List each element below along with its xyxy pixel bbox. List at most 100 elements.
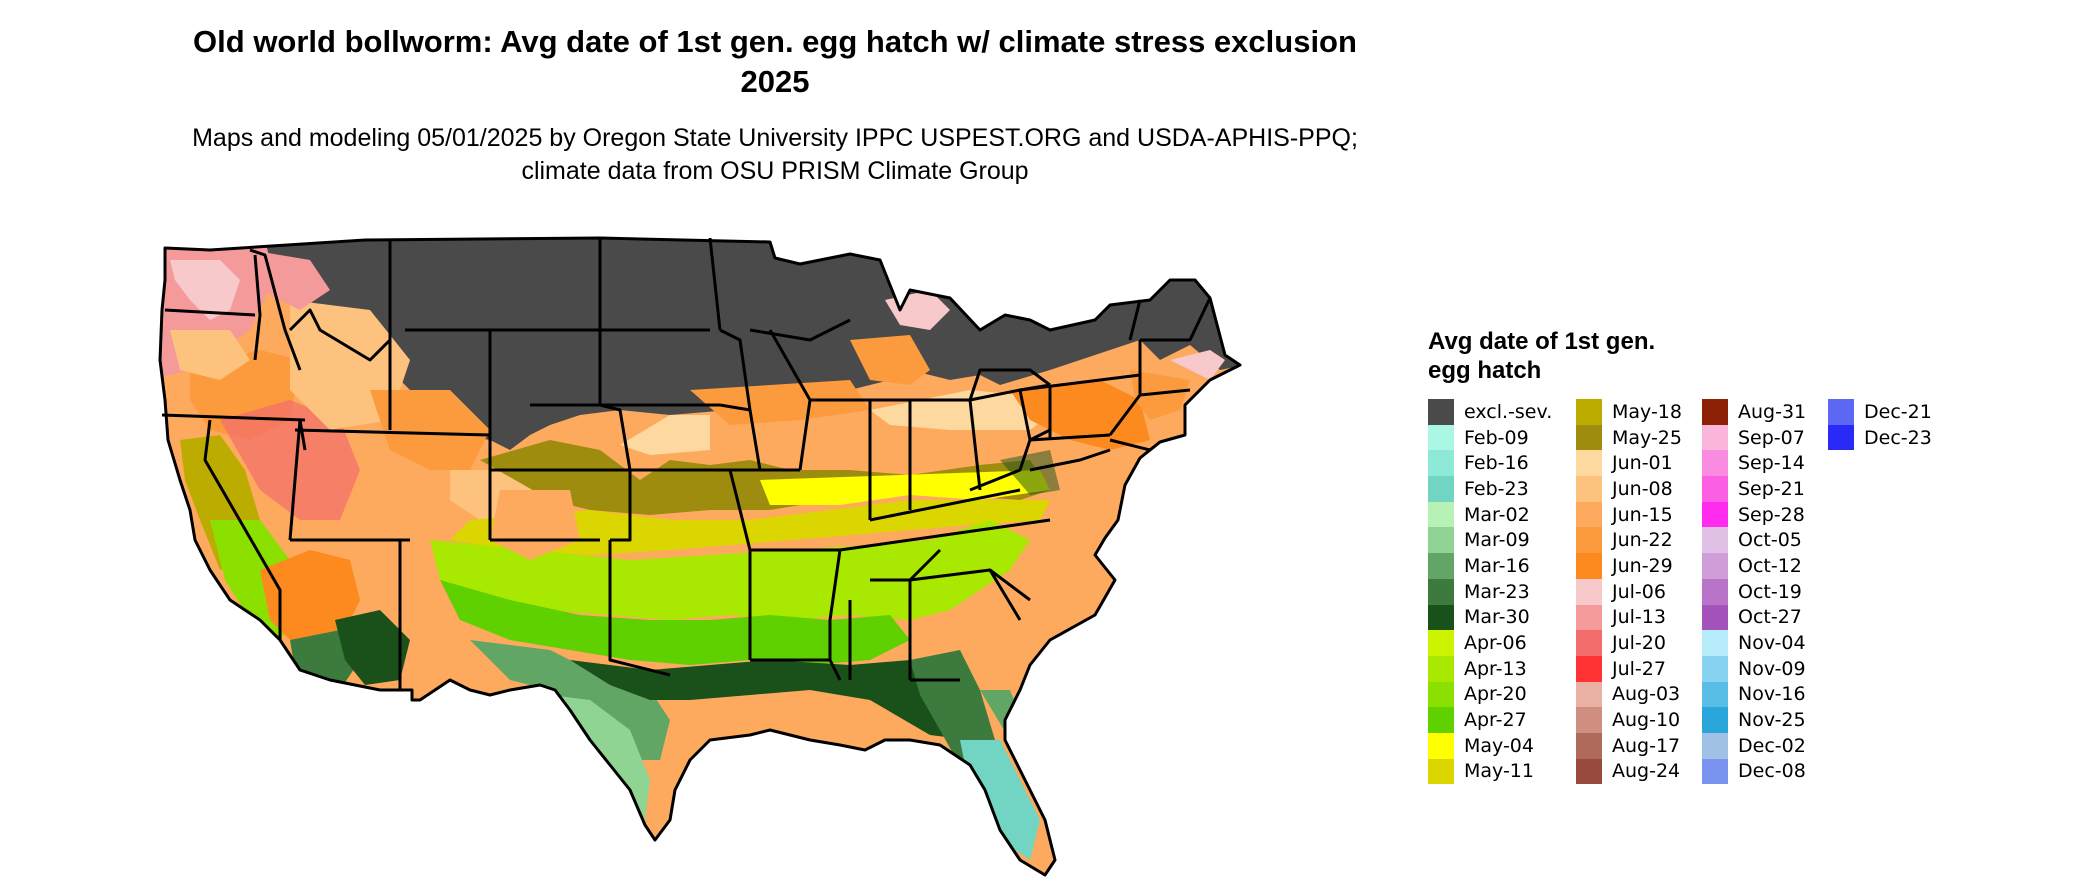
legend-swatch xyxy=(1428,553,1454,579)
legend-item: Mar-30 xyxy=(1428,604,1576,631)
state-borders xyxy=(158,236,1242,877)
legend-swatch xyxy=(1702,758,1728,785)
legend-label: Aug-10 xyxy=(1612,709,1681,732)
legend-label: Sep-28 xyxy=(1738,503,1805,526)
legend-item: Jun-22 xyxy=(1576,527,1702,554)
legend-label: excl.-sev. xyxy=(1464,400,1553,423)
legend-swatch xyxy=(1428,527,1454,554)
legend-swatch xyxy=(1828,424,1854,451)
legend-label: Feb-09 xyxy=(1464,426,1529,449)
legend-item: Sep-28 xyxy=(1702,501,1828,528)
legend-entries: excl.-sev. Feb-09 Feb-16 Feb-23 Mar-02 Mar-09… xyxy=(1428,399,2068,785)
legend-swatch xyxy=(1428,399,1454,425)
legend-swatch xyxy=(1702,681,1728,708)
legend-item: Feb-09 xyxy=(1428,424,1576,451)
legend-label: Aug-31 xyxy=(1738,400,1807,423)
legend-label: Sep-14 xyxy=(1738,452,1805,475)
legend-label: Mar-02 xyxy=(1464,503,1530,526)
legend-item: Apr-13 xyxy=(1428,655,1576,682)
legend-item: Jul-27 xyxy=(1576,655,1702,682)
legend-label: Dec-23 xyxy=(1864,426,1932,449)
map-header: Old world bollworm: Avg date of 1st gen.… xyxy=(170,22,1380,188)
legend-item: Dec-02 xyxy=(1702,732,1828,759)
legend-swatch xyxy=(1576,450,1602,477)
legend-item: Oct-27 xyxy=(1702,604,1828,631)
legend-item: Apr-27 xyxy=(1428,707,1576,733)
legend-item: Jun-01 xyxy=(1576,450,1702,477)
legend-label: Mar-30 xyxy=(1464,606,1530,629)
legend-label: Jul-13 xyxy=(1612,606,1666,629)
legend-label: Oct-27 xyxy=(1738,606,1802,629)
legend-label: Sep-21 xyxy=(1738,477,1805,500)
legend-swatch xyxy=(1576,707,1602,733)
legend-item: Aug-10 xyxy=(1576,707,1702,733)
legend-item: Sep-14 xyxy=(1702,450,1828,477)
legend-item: Apr-20 xyxy=(1428,681,1576,708)
legend-label: Apr-27 xyxy=(1464,709,1527,732)
legend-label: Dec-21 xyxy=(1864,400,1932,423)
legend-item: Nov-16 xyxy=(1702,681,1828,708)
us-map-svg xyxy=(158,236,1242,877)
legend-swatch xyxy=(1428,655,1454,682)
legend-swatch xyxy=(1702,527,1728,554)
legend-label: Oct-19 xyxy=(1738,580,1802,603)
legend-item: Mar-09 xyxy=(1428,527,1576,554)
legend-item: Dec-08 xyxy=(1702,758,1828,785)
legend-item: Oct-05 xyxy=(1702,527,1828,554)
legend-item: Mar-16 xyxy=(1428,553,1576,579)
legend-label: May-18 xyxy=(1612,400,1682,423)
legend-label: Jun-01 xyxy=(1612,452,1673,475)
legend-item: Nov-25 xyxy=(1702,707,1828,733)
legend-item: Aug-31 xyxy=(1702,399,1828,425)
legend-swatch xyxy=(1428,450,1454,477)
legend-item: Aug-03 xyxy=(1576,681,1702,708)
legend-swatch xyxy=(1576,424,1602,451)
legend-item: Nov-09 xyxy=(1702,655,1828,682)
legend-swatch xyxy=(1428,501,1454,528)
legend-swatch xyxy=(1702,399,1728,425)
legend-swatch xyxy=(1576,578,1602,605)
legend-label: Jun-08 xyxy=(1612,477,1673,500)
legend-item: Oct-12 xyxy=(1702,553,1828,579)
legend-swatch xyxy=(1576,604,1602,631)
legend-item: Aug-24 xyxy=(1576,758,1702,785)
legend-label: Sep-07 xyxy=(1738,426,1805,449)
legend-label: Feb-16 xyxy=(1464,452,1529,475)
legend-item: Feb-23 xyxy=(1428,476,1576,502)
legend-item: May-18 xyxy=(1576,399,1702,425)
legend-label: Aug-24 xyxy=(1612,760,1681,783)
us-map xyxy=(150,220,1400,890)
legend-item: May-11 xyxy=(1428,758,1576,785)
legend-item: Feb-16 xyxy=(1428,450,1576,477)
legend-item: Aug-17 xyxy=(1576,732,1702,759)
legend-label: Jun-29 xyxy=(1612,554,1673,577)
legend-swatch xyxy=(1576,758,1602,785)
legend-item: Jul-13 xyxy=(1576,604,1702,631)
legend-label: Apr-20 xyxy=(1464,683,1527,706)
legend-label: Jul-27 xyxy=(1612,657,1666,680)
legend-swatch xyxy=(1702,732,1728,759)
legend-item: Jun-08 xyxy=(1576,476,1702,502)
legend-item: Sep-07 xyxy=(1702,424,1828,451)
legend-label: Nov-25 xyxy=(1738,709,1806,732)
legend-item: Mar-02 xyxy=(1428,501,1576,528)
legend-label: May-04 xyxy=(1464,734,1534,757)
legend-item: Oct-19 xyxy=(1702,578,1828,605)
legend-swatch xyxy=(1576,476,1602,502)
legend-item: Sep-21 xyxy=(1702,476,1828,502)
map-fill-layers xyxy=(160,238,1240,875)
legend-swatch xyxy=(1702,501,1728,528)
legend-swatch xyxy=(1428,578,1454,605)
legend-item: Dec-21 xyxy=(1828,399,1948,425)
legend-label: Mar-09 xyxy=(1464,529,1530,552)
map-legend: Avg date of 1st gen. egg hatch excl.-sev… xyxy=(1428,327,2068,785)
legend-swatch xyxy=(1428,732,1454,759)
legend-swatch xyxy=(1428,707,1454,733)
map-subtitle: Maps and modeling 05/01/2025 by Oregon S… xyxy=(192,124,1358,185)
legend-item: Jun-29 xyxy=(1576,553,1702,579)
legend-swatch xyxy=(1428,758,1454,785)
legend-label: Dec-08 xyxy=(1738,760,1806,783)
legend-item: Dec-23 xyxy=(1828,424,1948,451)
legend-swatch xyxy=(1576,681,1602,708)
legend-item: Nov-04 xyxy=(1702,630,1828,656)
